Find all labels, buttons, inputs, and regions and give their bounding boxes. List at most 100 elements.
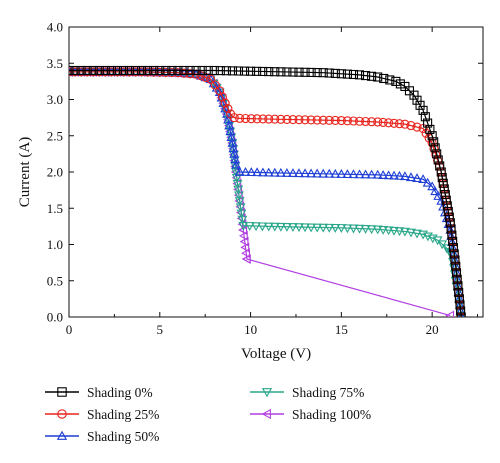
data-point (251, 222, 261, 232)
data-point (149, 65, 159, 76)
y-tick-label: 1.0 (47, 237, 63, 252)
data-point (239, 66, 250, 76)
data-point (312, 223, 323, 233)
data-point (372, 225, 383, 235)
data-point (336, 169, 347, 178)
data-point (215, 66, 225, 76)
x-tick-label: 0 (66, 322, 73, 337)
data-point (436, 195, 447, 205)
data-point (400, 119, 410, 129)
data-point (131, 65, 141, 76)
data-point (257, 167, 268, 177)
data-point (240, 113, 251, 124)
data-point (348, 224, 359, 234)
data-point (312, 168, 323, 178)
data-point (389, 118, 399, 128)
data-point (433, 155, 443, 165)
data-point (437, 173, 447, 183)
data-point (330, 68, 340, 78)
y-tick-label: 4.0 (47, 20, 63, 35)
data-point (455, 300, 465, 310)
data-point (270, 114, 280, 124)
data-point (276, 67, 286, 77)
data-point (448, 236, 458, 246)
data-point (354, 224, 365, 234)
data-point (409, 90, 419, 100)
data-point (173, 65, 183, 76)
data-point (167, 65, 177, 76)
data-point (456, 306, 466, 316)
data-point (185, 65, 195, 76)
legend: Shading 0% Shading 25% Shading 50% Shading … (45, 385, 371, 444)
data-point (240, 242, 250, 253)
data-point (378, 117, 388, 127)
data-point (269, 167, 280, 177)
data-point (324, 223, 335, 233)
data-point (229, 113, 239, 123)
legend-item: Shading 100% (250, 407, 371, 422)
data-point (330, 168, 341, 178)
y-tick-label: 0.5 (47, 273, 63, 288)
data-point (372, 169, 383, 179)
data-point (440, 190, 450, 200)
data-point (348, 69, 359, 80)
legend-item: Shading 25% (45, 407, 159, 422)
series-line (69, 69, 462, 317)
data-point (378, 225, 389, 235)
data-point (227, 66, 237, 76)
data-point (451, 261, 461, 271)
data-point (423, 118, 433, 128)
data-point (458, 311, 465, 317)
data-point (94, 65, 104, 76)
data-point (342, 169, 353, 179)
data-point (233, 185, 244, 195)
y-tick-label: 3.0 (47, 92, 63, 107)
data-point (418, 174, 429, 183)
data-point (221, 66, 231, 76)
data-point (354, 169, 365, 179)
data-point (445, 218, 455, 228)
data-point (435, 161, 445, 171)
data-point (220, 98, 230, 108)
data-point (427, 181, 438, 191)
data-point (406, 172, 416, 182)
data-point (203, 65, 213, 76)
data-point (354, 116, 365, 126)
data-point (100, 65, 110, 76)
data-point (270, 67, 280, 77)
x-tick-label: 10 (244, 322, 257, 337)
legend-item: Shading 75% (250, 385, 364, 400)
data-point (453, 281, 463, 291)
data-point (234, 191, 244, 201)
data-point (276, 114, 286, 124)
data-point (385, 75, 395, 85)
data-point (223, 104, 233, 114)
data-point (231, 168, 241, 178)
data-point (269, 222, 280, 232)
data-point (236, 209, 247, 219)
data-point (88, 65, 98, 76)
data-point (412, 95, 422, 105)
x-tick-label: 20 (426, 322, 439, 337)
data-point (436, 167, 446, 177)
data-point (451, 268, 462, 278)
data-point (324, 68, 334, 78)
legend-marker (261, 408, 271, 420)
data-point (427, 138, 437, 148)
data-point (312, 68, 322, 78)
data-point (318, 115, 328, 125)
data-point (258, 66, 268, 77)
data-point (318, 223, 329, 233)
data-point (336, 69, 346, 79)
data-point (209, 65, 219, 76)
data-point (233, 66, 244, 76)
ticks-layer: 0 5 10 15 20 0.0 0.5 1.0 1.5 2.0 2.5 3.0 3.5 4.0 (47, 20, 483, 337)
data-point (264, 67, 274, 77)
data-point (294, 115, 304, 125)
data-point (306, 67, 316, 77)
data-point (367, 71, 377, 81)
data-point (70, 65, 80, 76)
data-point (330, 115, 340, 125)
